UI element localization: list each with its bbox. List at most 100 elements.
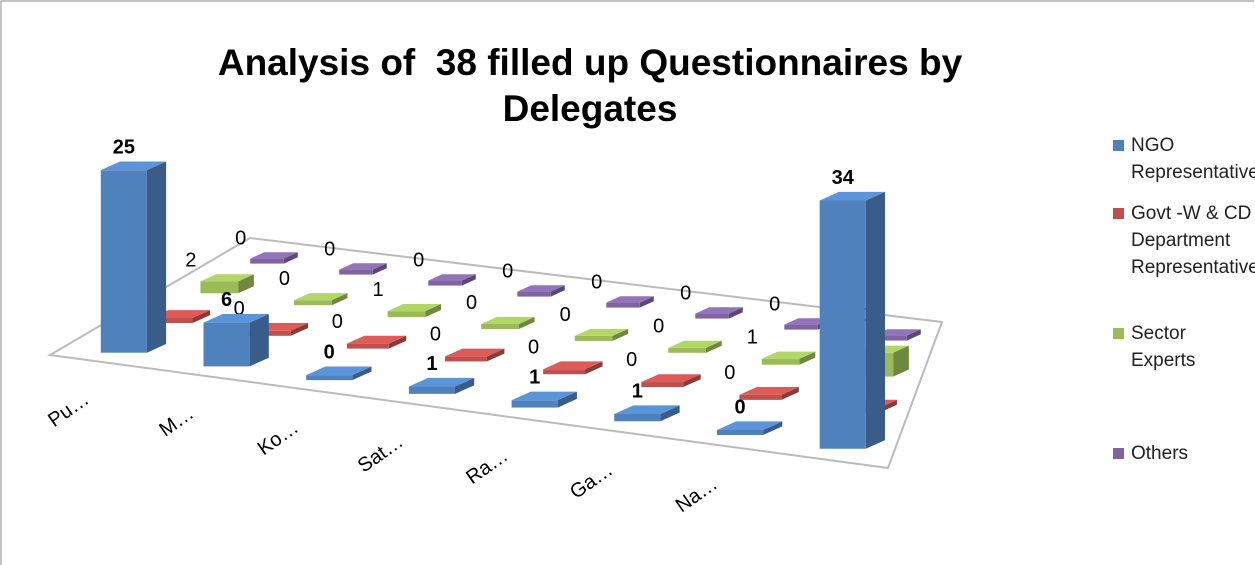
bar-side xyxy=(728,307,743,319)
data-label: 6 xyxy=(221,289,232,311)
legend-label: Sector Experts xyxy=(1131,323,1196,371)
bar-top xyxy=(819,191,885,201)
bar xyxy=(294,293,348,306)
bar-side xyxy=(612,328,629,341)
bar-front xyxy=(250,258,284,264)
bar-side xyxy=(683,374,701,388)
bar-top xyxy=(339,263,387,270)
legend-entry: Sector Experts xyxy=(1113,320,1253,374)
x-tick-label: Ko… xyxy=(254,416,303,460)
bar-top xyxy=(428,274,476,281)
bar-top xyxy=(250,252,298,259)
bar xyxy=(339,263,387,275)
bar xyxy=(445,348,505,362)
bar-front xyxy=(408,386,455,394)
bar-front xyxy=(784,324,818,330)
data-label: 0 xyxy=(528,336,539,358)
bar xyxy=(574,328,629,341)
chart-title: Analysis of 38 filled up Questionnaires … xyxy=(217,42,973,129)
bar-side xyxy=(781,387,799,400)
bar-top xyxy=(739,387,799,395)
bar-front xyxy=(445,356,487,362)
legend-label: Others xyxy=(1131,443,1189,464)
bar-top xyxy=(346,335,407,344)
bar-front xyxy=(614,413,661,422)
bar-front xyxy=(819,200,866,449)
data-label: 1 xyxy=(529,367,540,389)
legend-entry: Others xyxy=(1113,440,1253,467)
bar-front xyxy=(517,291,551,297)
bar-front xyxy=(248,330,291,336)
bar-top xyxy=(445,348,505,357)
bar-side xyxy=(192,310,210,323)
bar-front xyxy=(606,302,640,308)
bar-front xyxy=(641,382,684,388)
bar xyxy=(511,391,577,408)
legend-entry: NGO Representatives xyxy=(1113,132,1255,186)
legend-swatch xyxy=(1113,328,1124,339)
bar xyxy=(606,296,654,308)
bar-side xyxy=(585,361,603,375)
bar-side xyxy=(238,274,254,294)
data-label: 0 xyxy=(235,227,246,249)
data-label: 0 xyxy=(560,304,571,326)
bar-top xyxy=(606,296,654,303)
bar-side xyxy=(352,366,372,381)
bar-front xyxy=(761,358,800,365)
bar-front xyxy=(306,375,353,381)
data-label: 0 xyxy=(680,282,691,304)
bar-side xyxy=(331,293,348,306)
data-label: 0 xyxy=(626,349,637,371)
bar-side xyxy=(906,329,921,341)
bar-front xyxy=(695,313,729,319)
bar-side xyxy=(550,285,565,297)
bar-top xyxy=(200,274,254,282)
bar xyxy=(761,351,816,365)
bar-front xyxy=(339,269,373,275)
data-label: 0 xyxy=(466,292,477,314)
bar xyxy=(250,252,298,264)
bar-front xyxy=(150,317,193,323)
bar-side xyxy=(290,322,309,336)
bar-top xyxy=(294,293,348,301)
data-label: 0 xyxy=(653,316,664,338)
data-label: 0 xyxy=(734,396,745,418)
bar-side xyxy=(146,161,167,353)
x-tick-label: Sat… xyxy=(354,431,408,478)
bar-front xyxy=(873,335,907,341)
bar-front xyxy=(294,300,332,306)
bar-front xyxy=(200,281,239,294)
bar xyxy=(346,335,407,349)
bar-side xyxy=(799,351,816,365)
bar-top xyxy=(100,161,167,171)
x-tick-label: Pu… xyxy=(44,388,93,432)
bar-front xyxy=(428,280,462,286)
bar-side xyxy=(283,252,298,264)
bar xyxy=(614,405,680,422)
data-label: 1 xyxy=(747,327,758,349)
bar-top xyxy=(306,366,372,376)
data-label: 34 xyxy=(832,167,855,189)
bar xyxy=(387,304,441,318)
bar-side xyxy=(518,316,535,330)
data-label: 1 xyxy=(372,279,383,301)
bar xyxy=(517,285,565,297)
bar xyxy=(408,377,475,394)
legend-label: Govt -W & CD Department Representatives xyxy=(1131,203,1255,278)
bar-front xyxy=(668,347,707,353)
bar xyxy=(641,374,701,388)
bar-front xyxy=(543,369,586,375)
bar-top xyxy=(408,377,475,387)
data-label: 25 xyxy=(113,137,135,159)
data-label: 0 xyxy=(502,260,513,282)
bar-side xyxy=(557,391,577,408)
data-label: 0 xyxy=(413,249,424,271)
bar-top xyxy=(481,316,535,325)
x-tick-label: Ra… xyxy=(462,445,512,489)
legend-swatch xyxy=(1113,140,1124,151)
bar xyxy=(819,191,885,449)
bar xyxy=(200,274,254,294)
bar-front xyxy=(574,335,613,341)
